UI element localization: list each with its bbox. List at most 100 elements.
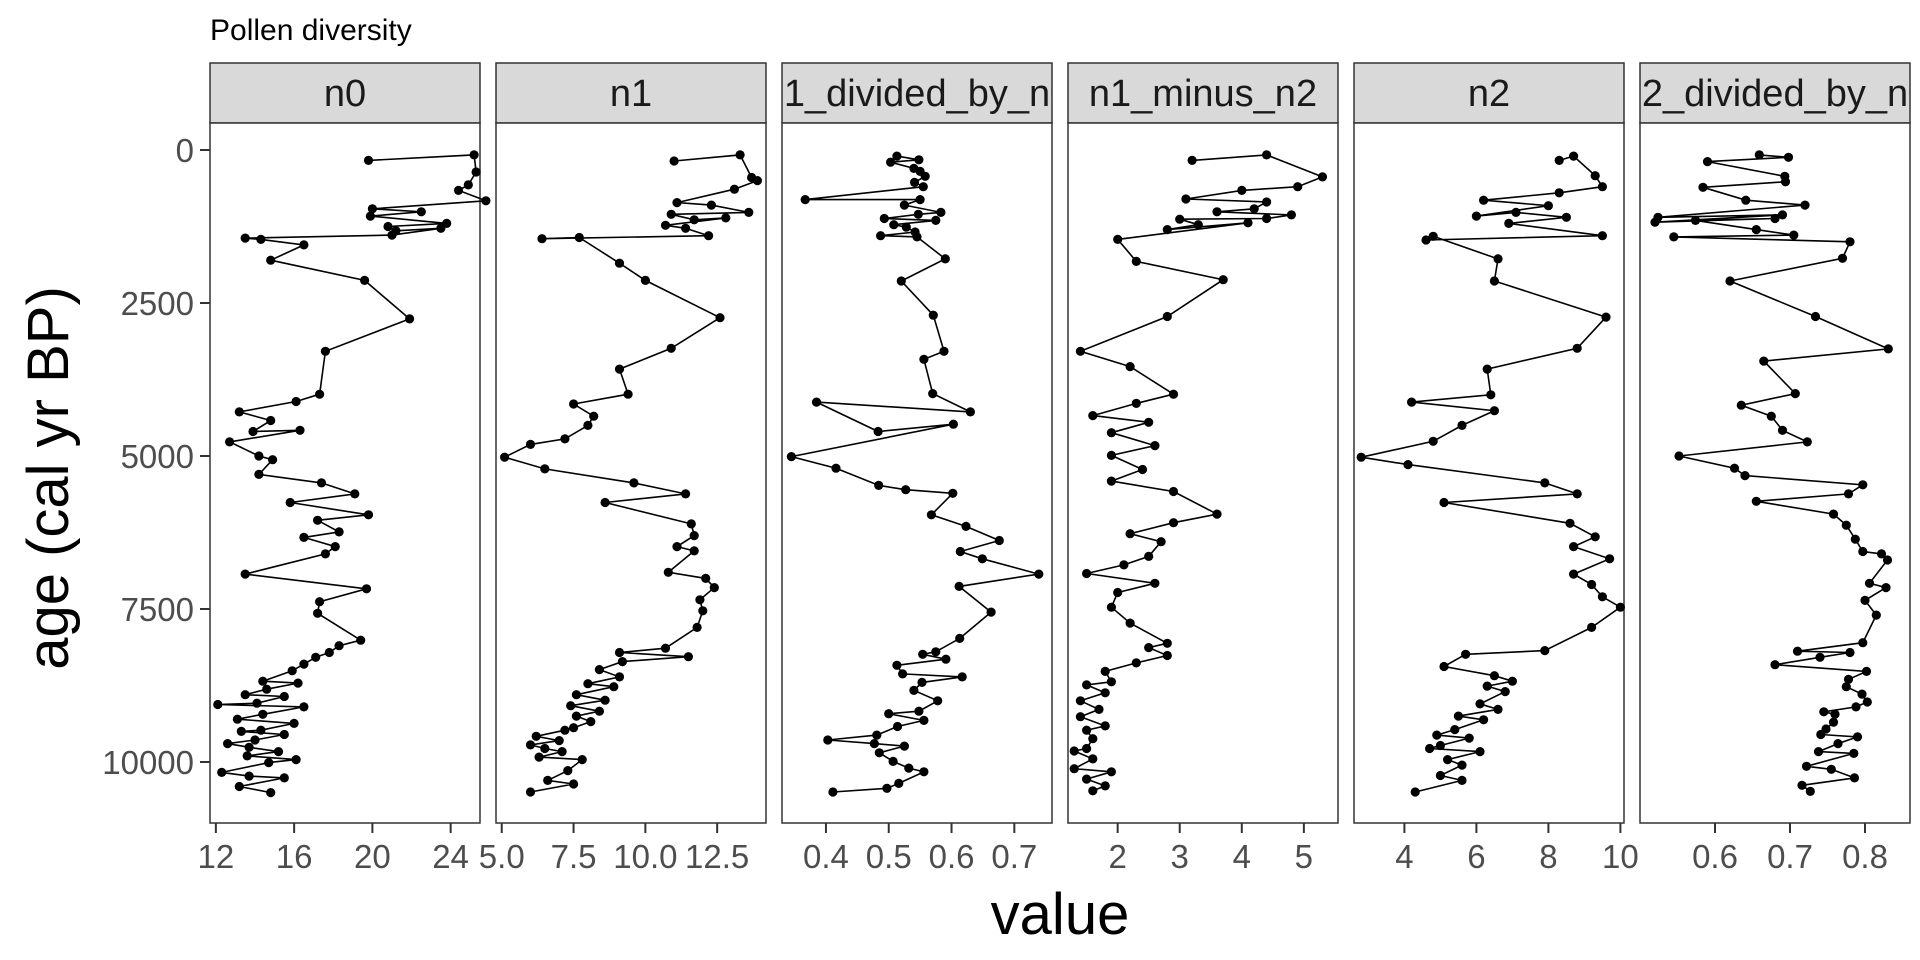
x-tick-label: 0.6 [1692,838,1738,875]
data-point [811,397,822,407]
data-point [500,452,510,462]
data-point [1800,200,1810,210]
data-point [663,567,673,577]
data-point [1605,554,1615,564]
data-point [954,581,964,592]
data-point [913,209,923,219]
data-point [1131,398,1141,408]
data-point [892,660,902,670]
data-point [614,258,625,268]
data-point [268,455,278,465]
data-point [252,698,262,708]
data-point [299,702,309,712]
data-point [1759,356,1769,366]
y-axis: 0 2500 5000 7500 10000 [102,132,210,781]
x-tick-label: 8 [1539,838,1557,875]
x-tick-label: 0.8 [1842,838,1888,875]
facet-strip [1353,62,1625,124]
data-point [1843,489,1854,499]
data-point [617,657,628,667]
data-point [874,748,884,758]
data-point [285,497,295,508]
facet-strip [209,62,481,124]
data-point [614,364,625,374]
data-point [213,699,223,710]
data-point [918,182,928,192]
data-point [1843,674,1854,685]
data-point [1797,780,1807,790]
data-point [1858,638,1868,648]
data-point [1830,709,1840,719]
data-point [1792,646,1803,656]
data-point [1540,478,1550,488]
data-point [1439,497,1449,508]
data-point [361,584,372,594]
data-point [1597,231,1607,241]
data-point [1777,210,1788,220]
data-point [1443,755,1453,765]
data-point [266,415,276,426]
data-point [884,709,894,719]
data-point [1751,496,1761,506]
data-point [1457,775,1467,786]
data-point [1150,441,1160,451]
data-point [882,783,892,793]
data-point [1751,225,1761,235]
data-point [287,666,297,676]
data-point [1740,471,1750,481]
data-point [254,469,264,479]
data-point [744,207,754,217]
x-tick-label: 0.6 [929,838,975,875]
data-point [1569,542,1579,552]
data-point [1783,152,1794,162]
data-point [1777,425,1788,435]
data-point [291,755,301,765]
data-point [279,729,289,740]
data-point [256,234,266,244]
data-point [1780,177,1791,187]
data-point [1736,400,1746,410]
data-point [1082,680,1092,690]
data-point [1833,739,1843,749]
data-point [1813,747,1824,757]
y-tick-label: 2500 [121,285,194,322]
data-point [686,519,696,529]
data-point [1082,568,1092,579]
data-point [823,735,833,745]
facet-strip-label: n1 [610,73,652,115]
data-point [242,751,252,761]
data-point [1421,235,1431,245]
data-point [1871,610,1881,620]
data-point [672,542,682,552]
data-point [948,488,958,498]
data-point [299,659,309,669]
data-point [1858,546,1868,557]
data-point [1489,276,1499,286]
data-point [1861,666,1872,677]
data-point [1106,677,1116,687]
data-point [1881,583,1891,593]
data-point [695,595,705,605]
data-point [1125,362,1135,372]
data-point [928,389,938,399]
data-point [313,515,323,525]
data-point [240,233,250,243]
x-tick-label: 10.0 [613,838,677,875]
data-point [469,150,479,160]
data-point [1168,389,1179,399]
data-point [1669,232,1679,242]
data-point [940,254,950,264]
data-point [1479,195,1489,205]
data-point [232,714,242,724]
data-point [1828,717,1839,727]
facet-n1: n1 5.0 7.5 10.0 12.5 [479,62,767,875]
data-point [291,396,301,407]
data-point [1094,704,1104,715]
facet-n0: n0 12 16 20 24 [198,62,491,875]
data-point [279,773,289,783]
x-tick-label: 12.5 [685,838,749,875]
data-point [566,701,576,711]
data-point [939,346,949,356]
data-point [948,419,959,429]
